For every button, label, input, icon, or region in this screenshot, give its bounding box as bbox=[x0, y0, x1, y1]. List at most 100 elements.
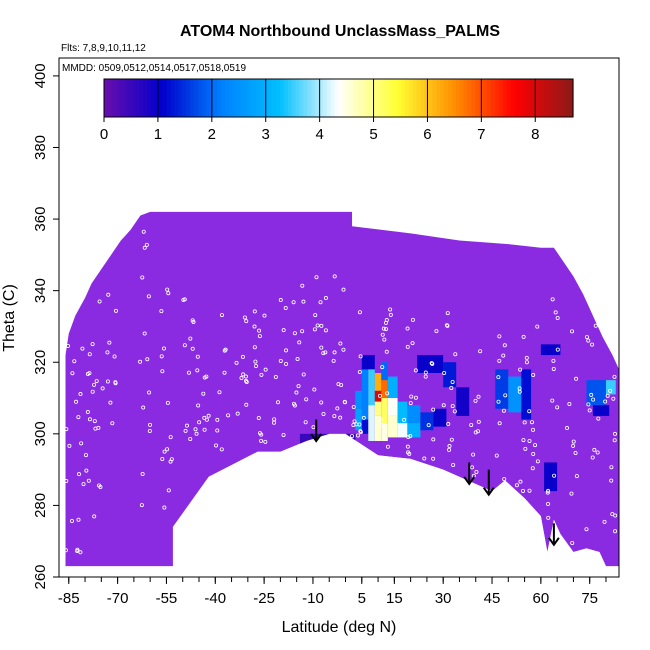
data-cell bbox=[586, 380, 606, 406]
colorbar-swatch bbox=[318, 79, 324, 117]
y-tick-label: 340 bbox=[32, 278, 49, 303]
colorbar-swatch bbox=[162, 79, 168, 117]
colorbar-swatch bbox=[236, 79, 242, 117]
flight-point bbox=[93, 426, 98, 431]
flight-point bbox=[100, 386, 105, 391]
flight-point bbox=[383, 327, 388, 332]
colorbar-swatch bbox=[401, 79, 406, 117]
colorbar-tick-label: 7 bbox=[477, 126, 485, 143]
flight-point bbox=[535, 324, 540, 329]
flight-point bbox=[605, 393, 610, 398]
flight-point bbox=[476, 419, 481, 424]
flight-point bbox=[331, 358, 336, 363]
flight-point bbox=[81, 482, 86, 487]
flight-point bbox=[514, 483, 519, 488]
flight-point bbox=[144, 242, 149, 247]
flight-point bbox=[570, 329, 575, 334]
y-tick-label: 300 bbox=[32, 421, 49, 446]
colorbar-tick-label: 5 bbox=[369, 126, 377, 143]
colorbar-swatch bbox=[361, 79, 367, 117]
flight-point bbox=[530, 466, 535, 471]
colorbar-swatch bbox=[373, 79, 379, 117]
flight-point bbox=[252, 345, 257, 350]
colorbar-swatch bbox=[268, 79, 273, 117]
flight-point bbox=[521, 438, 526, 443]
flight-point bbox=[612, 438, 617, 443]
colorbar-swatch bbox=[295, 79, 301, 117]
flight-point bbox=[215, 428, 220, 433]
flight-point bbox=[494, 453, 499, 458]
colorbar-swatch bbox=[518, 79, 523, 117]
flight-point bbox=[201, 391, 206, 396]
flight-point bbox=[165, 400, 170, 405]
flight-point bbox=[422, 456, 427, 461]
flight-point bbox=[204, 417, 209, 422]
flight-point bbox=[217, 390, 222, 395]
flight-point bbox=[323, 296, 328, 301]
colorbar-swatch bbox=[123, 79, 129, 117]
colorbar-swatch bbox=[201, 79, 207, 117]
flight-point bbox=[517, 389, 522, 394]
flight-point bbox=[206, 413, 211, 418]
flight-point bbox=[591, 397, 596, 402]
flight-point bbox=[263, 439, 268, 444]
flight-point bbox=[611, 396, 616, 401]
colorbar-swatch bbox=[526, 79, 531, 117]
data-cell bbox=[407, 405, 421, 424]
domain-fill bbox=[65, 211, 619, 567]
flight-point bbox=[64, 427, 69, 432]
flight-point bbox=[423, 374, 428, 379]
flight-point bbox=[332, 414, 337, 419]
flight-point bbox=[405, 326, 410, 331]
flight-point bbox=[522, 420, 527, 425]
flight-point bbox=[473, 430, 478, 435]
data-cell bbox=[508, 376, 522, 413]
flight-point bbox=[381, 326, 386, 331]
colorbar-swatch bbox=[385, 79, 390, 117]
flight-point bbox=[609, 478, 614, 483]
data-cell bbox=[540, 344, 561, 356]
y-axis: 260 280 300 320 340 360 380 400 bbox=[32, 63, 59, 590]
flight-point bbox=[140, 275, 145, 280]
flights-label: Flts: 7,8,9,10,11,12 bbox=[61, 43, 146, 54]
flight-point bbox=[244, 319, 249, 324]
flight-point bbox=[518, 367, 523, 372]
flight-point bbox=[586, 338, 591, 343]
colorbar-swatch bbox=[334, 79, 340, 117]
flight-point bbox=[450, 404, 455, 409]
flight-point bbox=[550, 297, 555, 302]
x-tick-label: -70 bbox=[107, 590, 129, 607]
flight-point bbox=[259, 438, 264, 443]
flight-point bbox=[473, 398, 478, 403]
flight-point bbox=[276, 400, 281, 405]
plot-frame bbox=[58, 57, 620, 578]
flight-point bbox=[272, 417, 277, 422]
flight-point bbox=[85, 410, 90, 415]
flight-point bbox=[470, 465, 475, 470]
flight-point bbox=[552, 473, 557, 478]
flight-point bbox=[195, 368, 200, 373]
flight-point bbox=[342, 400, 347, 405]
colorbar-swatch bbox=[229, 79, 234, 117]
flight-point bbox=[78, 392, 83, 397]
data-cell bbox=[355, 408, 362, 431]
y-tick-label: 280 bbox=[32, 493, 49, 518]
colorbar-swatch bbox=[467, 79, 472, 117]
flight-point bbox=[426, 423, 431, 428]
flight-point bbox=[78, 550, 83, 555]
flight-point bbox=[284, 361, 289, 366]
colorbar-swatch bbox=[365, 79, 371, 117]
colorbar-swatch bbox=[143, 79, 148, 117]
dates-label: MMDD: 0509,0512,0514,0517,0518,0519 bbox=[62, 63, 246, 74]
colorbar-swatch bbox=[107, 79, 113, 117]
flight-point bbox=[284, 348, 289, 353]
flight-point bbox=[603, 399, 608, 404]
flight-point bbox=[474, 469, 479, 474]
flight-point bbox=[147, 428, 152, 433]
flight-point bbox=[281, 432, 286, 437]
flight-point bbox=[160, 457, 165, 462]
arrow-head bbox=[482, 487, 495, 497]
flight-point bbox=[423, 370, 428, 375]
colorbar-swatch bbox=[256, 79, 261, 117]
flight-point bbox=[146, 294, 151, 299]
